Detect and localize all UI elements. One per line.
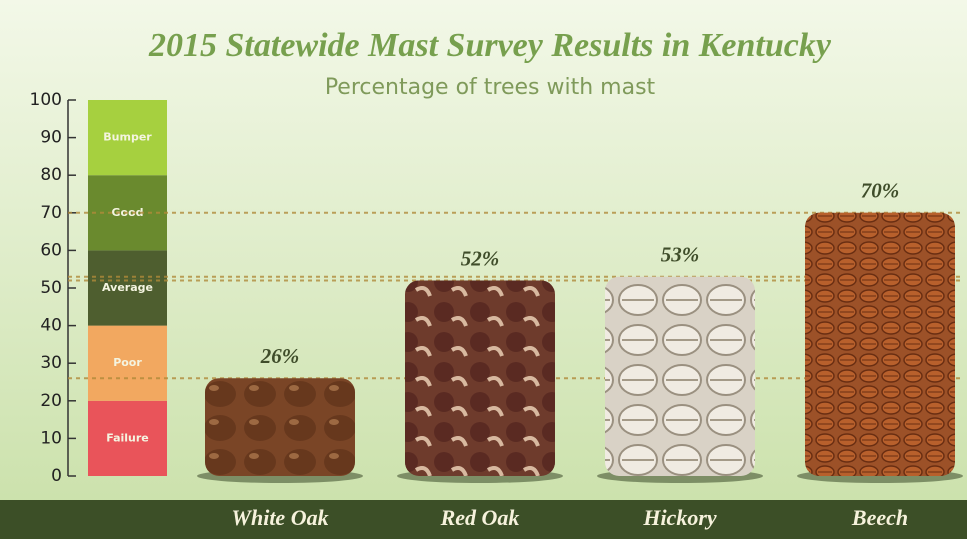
y-tick-label: 30 <box>40 353 62 373</box>
x-tick-label: White Oak <box>231 505 328 530</box>
value-label: 53% <box>661 243 700 267</box>
x-tick-label: Red Oak <box>440 505 520 530</box>
bar-texture <box>605 277 755 476</box>
bar-texture <box>805 213 955 476</box>
bar-texture <box>405 280 555 476</box>
scale-band-label: Poor <box>113 356 142 369</box>
y-tick-label: 90 <box>40 128 62 148</box>
x-tick-label: Beech <box>851 505 908 530</box>
y-tick-label: 80 <box>40 165 62 185</box>
y-tick-label: 10 <box>40 428 62 448</box>
scale-band-label: Bumper <box>103 131 152 144</box>
chart-title: 2015 Statewide Mast Survey Results in Ke… <box>148 27 832 64</box>
value-label: 26% <box>260 344 300 368</box>
y-tick-label: 20 <box>40 391 62 411</box>
value-label: 52% <box>461 246 500 270</box>
bar-texture <box>205 378 355 476</box>
y-tick-label: 40 <box>40 316 62 336</box>
y-tick-label: 60 <box>40 240 62 260</box>
y-tick-label: 70 <box>40 203 62 223</box>
x-tick-label: Hickory <box>642 505 717 530</box>
chart: 2015 Statewide Mast Survey Results in Ke… <box>0 0 967 539</box>
chart-subtitle: Percentage of trees with mast <box>325 75 656 100</box>
y-tick-label: 0 <box>51 466 62 486</box>
value-label: 70% <box>861 179 900 203</box>
scale-band-label: Failure <box>106 431 149 444</box>
y-tick-label: 50 <box>40 278 62 298</box>
y-tick-label: 100 <box>30 90 62 110</box>
scale-band-label: Average <box>102 281 153 294</box>
